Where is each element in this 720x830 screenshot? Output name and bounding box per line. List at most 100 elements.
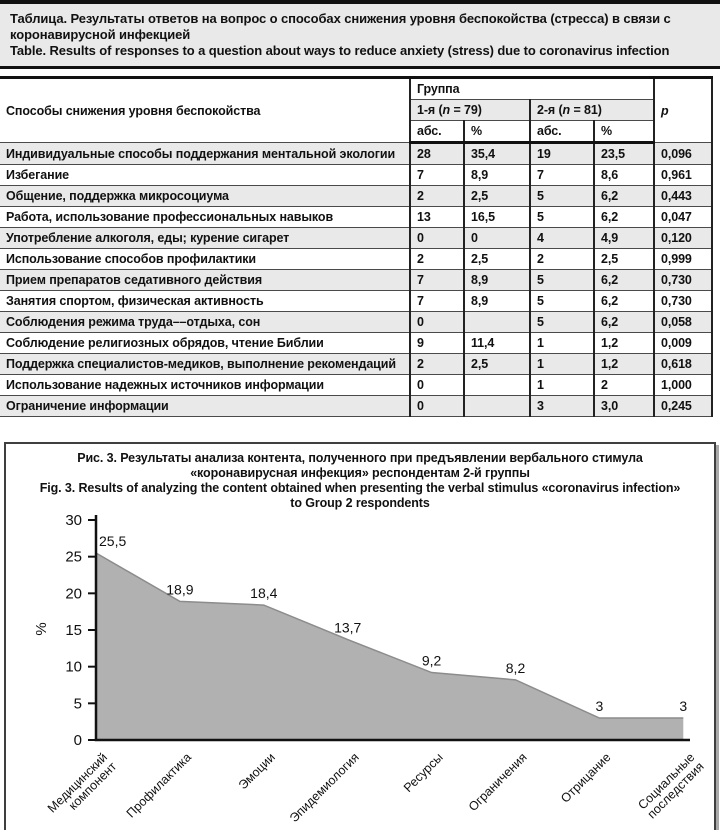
row-label: Индивидуальные способы поддержания мента… xyxy=(0,143,410,165)
row-value: 6,2 xyxy=(594,312,654,333)
row-value: 5 xyxy=(530,207,594,228)
y-tick-label: 15 xyxy=(65,622,82,639)
column-header-pct1: % xyxy=(464,121,530,143)
figure-caption-ru: Рис. 3. Результаты анализа контента, пол… xyxy=(34,451,686,481)
data-point-label: 13,7 xyxy=(334,620,361,636)
row-value: 0,058 xyxy=(654,312,712,333)
x-category-label: Ограничения xyxy=(466,750,530,814)
row-label: Занятия спортом, физическая активность xyxy=(0,291,410,312)
y-tick-label: 10 xyxy=(65,659,82,676)
y-tick-label: 30 xyxy=(65,513,82,529)
row-value xyxy=(464,375,530,396)
row-value: 7 xyxy=(410,291,464,312)
x-category-label: Медицинскийкомпонент xyxy=(45,750,120,825)
row-value: 0,443 xyxy=(654,186,712,207)
data-point-label: 18,9 xyxy=(166,581,193,597)
table-body: Индивидуальные способы поддержания мента… xyxy=(0,143,712,417)
row-value: 28 xyxy=(410,143,464,165)
row-value: 0 xyxy=(410,312,464,333)
row-value: 19 xyxy=(530,143,594,165)
data-point-label: 9,2 xyxy=(422,653,442,669)
row-value: 0,730 xyxy=(654,291,712,312)
row-label: Соблюдения режима труда––отдыха, сон xyxy=(0,312,410,333)
row-value: 6,2 xyxy=(594,207,654,228)
row-value: 2 xyxy=(410,186,464,207)
row-value xyxy=(464,396,530,417)
row-value: 9 xyxy=(410,333,464,354)
table-row: Соблюдение религиозных обрядов, чтение Б… xyxy=(0,333,712,354)
x-category-label: Социальныепоследствия xyxy=(635,750,706,821)
row-value: 2,5 xyxy=(594,249,654,270)
table-row: Поддержка специалистов-медиков, выполнен… xyxy=(0,354,712,375)
row-label: Работа, использование профессиональных н… xyxy=(0,207,410,228)
row-value xyxy=(464,312,530,333)
row-label: Общение, поддержка микросоциума xyxy=(0,186,410,207)
table-row: Использование надежных источников информ… xyxy=(0,375,712,396)
table-caption: Таблица. Результаты ответов на вопрос о … xyxy=(0,0,720,69)
row-value: 6,2 xyxy=(594,186,654,207)
row-value: 1 xyxy=(530,354,594,375)
table-row: Ограничение информации033,00,245 xyxy=(0,396,712,417)
y-tick-label: 20 xyxy=(65,585,82,602)
row-value: 0,961 xyxy=(654,165,712,186)
results-table: Способы снижения уровня беспокойства Гру… xyxy=(0,76,713,417)
x-category-label: Отрицание xyxy=(558,750,613,805)
column-header-group1: 1-я (n = 79) xyxy=(410,100,530,121)
row-value: 7 xyxy=(410,270,464,291)
header-row-group: Способы снижения уровня беспокойства Гру… xyxy=(0,78,712,100)
group1-post: = 79) xyxy=(450,103,482,117)
y-tick-label: 25 xyxy=(65,549,82,566)
row-value: 3 xyxy=(530,396,594,417)
table-row: Употребление алкоголя, еды; курение сига… xyxy=(0,228,712,249)
figure-caption-en: Fig. 3. Results of analyzing the content… xyxy=(34,481,686,511)
data-point-label: 8,2 xyxy=(506,660,526,676)
row-value: 5 xyxy=(530,291,594,312)
group2-pre: 2-я ( xyxy=(537,103,563,117)
row-value: 2,5 xyxy=(464,354,530,375)
row-value: 16,5 xyxy=(464,207,530,228)
row-value: 1 xyxy=(530,375,594,396)
row-value: 5 xyxy=(530,312,594,333)
row-value: 8,9 xyxy=(464,270,530,291)
row-label: Избегание xyxy=(0,165,410,186)
data-point-label: 25,5 xyxy=(99,533,126,549)
row-value: 5 xyxy=(530,270,594,291)
row-label: Поддержка специалистов-медиков, выполнен… xyxy=(0,354,410,375)
row-value: 5 xyxy=(530,186,594,207)
row-value: 0,096 xyxy=(654,143,712,165)
row-value: 3,0 xyxy=(594,396,654,417)
column-header-methods: Способы снижения уровня беспокойства xyxy=(0,78,410,143)
row-value: 7 xyxy=(410,165,464,186)
row-value: 1,2 xyxy=(594,333,654,354)
row-value: 4 xyxy=(530,228,594,249)
column-header-p: p xyxy=(654,78,712,143)
row-value: 8,9 xyxy=(464,291,530,312)
row-label: Использование надежных источников информ… xyxy=(0,375,410,396)
row-value: 6,2 xyxy=(594,291,654,312)
row-value: 0,120 xyxy=(654,228,712,249)
row-value: 7 xyxy=(530,165,594,186)
row-value: 0 xyxy=(410,375,464,396)
row-value: 2 xyxy=(530,249,594,270)
table-row: Занятия спортом, физическая активность78… xyxy=(0,291,712,312)
row-value: 8,9 xyxy=(464,165,530,186)
page: Таблица. Результаты ответов на вопрос о … xyxy=(0,0,720,830)
row-value: 13 xyxy=(410,207,464,228)
y-axis-label: % xyxy=(33,622,50,635)
row-value: 4,9 xyxy=(594,228,654,249)
row-value: 0 xyxy=(410,228,464,249)
row-value: 0 xyxy=(464,228,530,249)
row-value: 1 xyxy=(530,333,594,354)
table-row: Использование способов профилактики22,52… xyxy=(0,249,712,270)
table-row: Прием препаратов седативного действия78,… xyxy=(0,270,712,291)
row-value: 23,5 xyxy=(594,143,654,165)
row-value: 0,730 xyxy=(654,270,712,291)
row-label: Использование способов профилактики xyxy=(0,249,410,270)
table-row: Индивидуальные способы поддержания мента… xyxy=(0,143,712,165)
table-caption-ru: Таблица. Результаты ответов на вопрос о … xyxy=(10,11,671,42)
group2-n-symbol: n xyxy=(563,103,571,117)
row-value: 0,047 xyxy=(654,207,712,228)
data-point-label: 3 xyxy=(596,698,604,714)
row-value: 0 xyxy=(410,396,464,417)
figure-box: Рис. 3. Результаты анализа контента, пол… xyxy=(4,442,716,830)
